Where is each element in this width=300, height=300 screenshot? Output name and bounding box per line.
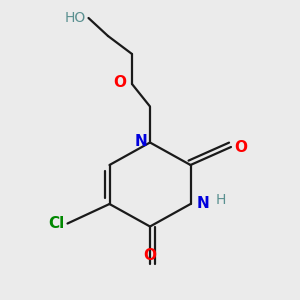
Text: O: O: [113, 75, 126, 90]
Text: N: N: [196, 196, 209, 211]
Text: H: H: [216, 193, 226, 206]
Text: O: O: [234, 140, 247, 154]
Text: HO: HO: [64, 11, 86, 25]
Text: O: O: [143, 248, 157, 262]
Text: N: N: [134, 134, 147, 148]
Text: Cl: Cl: [48, 216, 64, 231]
